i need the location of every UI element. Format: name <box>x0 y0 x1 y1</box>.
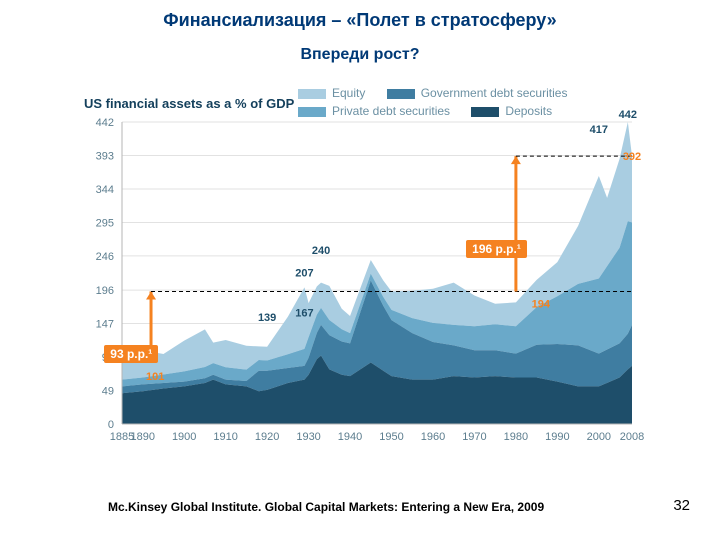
svg-text:2000: 2000 <box>587 431 611 443</box>
svg-text:1920: 1920 <box>255 431 279 443</box>
svg-text:1980: 1980 <box>504 431 528 443</box>
svg-text:1990: 1990 <box>545 431 569 443</box>
svg-text:1910: 1910 <box>213 431 237 443</box>
svg-text:1940: 1940 <box>338 431 362 443</box>
legend-label-equity: Equity <box>332 86 365 100</box>
svg-text:1890: 1890 <box>130 431 154 443</box>
legend-label-dep: Deposits <box>505 104 552 118</box>
svg-text:240: 240 <box>312 245 330 257</box>
slide-title: Финансиализация – «Полет в стратосферу» <box>0 10 720 31</box>
chart-legend: Equity Government debt securities Privat… <box>298 86 585 122</box>
svg-text:1930: 1930 <box>296 431 320 443</box>
legend-swatch-dep <box>471 107 499 117</box>
svg-text:442: 442 <box>96 117 114 129</box>
chart-container: US financial assets as a % of GDP Equity… <box>78 86 648 466</box>
legend-swatch-gov <box>387 89 415 99</box>
legend-swatch-equity <box>298 89 326 99</box>
svg-text:1900: 1900 <box>172 431 196 443</box>
svg-text:1950: 1950 <box>379 431 403 443</box>
svg-text:101: 101 <box>146 371 164 383</box>
slide-subtitle: Впереди рост? <box>0 46 720 64</box>
svg-text:139: 139 <box>258 312 276 324</box>
svg-text:194: 194 <box>532 298 551 310</box>
legend-label-gov: Government debt securities <box>421 86 568 100</box>
legend-label-priv: Private debt securities <box>332 104 450 118</box>
svg-text:167: 167 <box>295 307 313 319</box>
callout-196pp: 196 p.p.¹ <box>466 240 527 258</box>
svg-text:344: 344 <box>96 184 114 196</box>
svg-text:147: 147 <box>96 319 114 331</box>
stacked-area-chart: 0499814719624629534439344218851890190019… <box>78 86 648 466</box>
page-number: 32 <box>673 497 690 514</box>
svg-text:1970: 1970 <box>462 431 486 443</box>
svg-text:246: 246 <box>96 251 114 263</box>
callout-93pp: 93 p.p.¹ <box>104 345 158 363</box>
svg-text:392: 392 <box>623 151 641 163</box>
svg-text:417: 417 <box>590 124 608 136</box>
svg-text:2008: 2008 <box>620 431 644 443</box>
svg-text:295: 295 <box>96 217 114 229</box>
svg-text:0: 0 <box>108 419 114 431</box>
svg-text:196: 196 <box>96 285 114 297</box>
svg-text:442: 442 <box>619 109 637 121</box>
chart-title: US financial assets as a % of GDP <box>84 96 294 111</box>
legend-swatch-priv <box>298 107 326 117</box>
svg-text:1960: 1960 <box>421 431 445 443</box>
svg-text:207: 207 <box>295 268 313 280</box>
svg-text:393: 393 <box>96 150 114 162</box>
svg-text:49: 49 <box>102 386 114 398</box>
source-footnote: Mc.Kinsey Global Institute. Global Capit… <box>108 500 544 514</box>
